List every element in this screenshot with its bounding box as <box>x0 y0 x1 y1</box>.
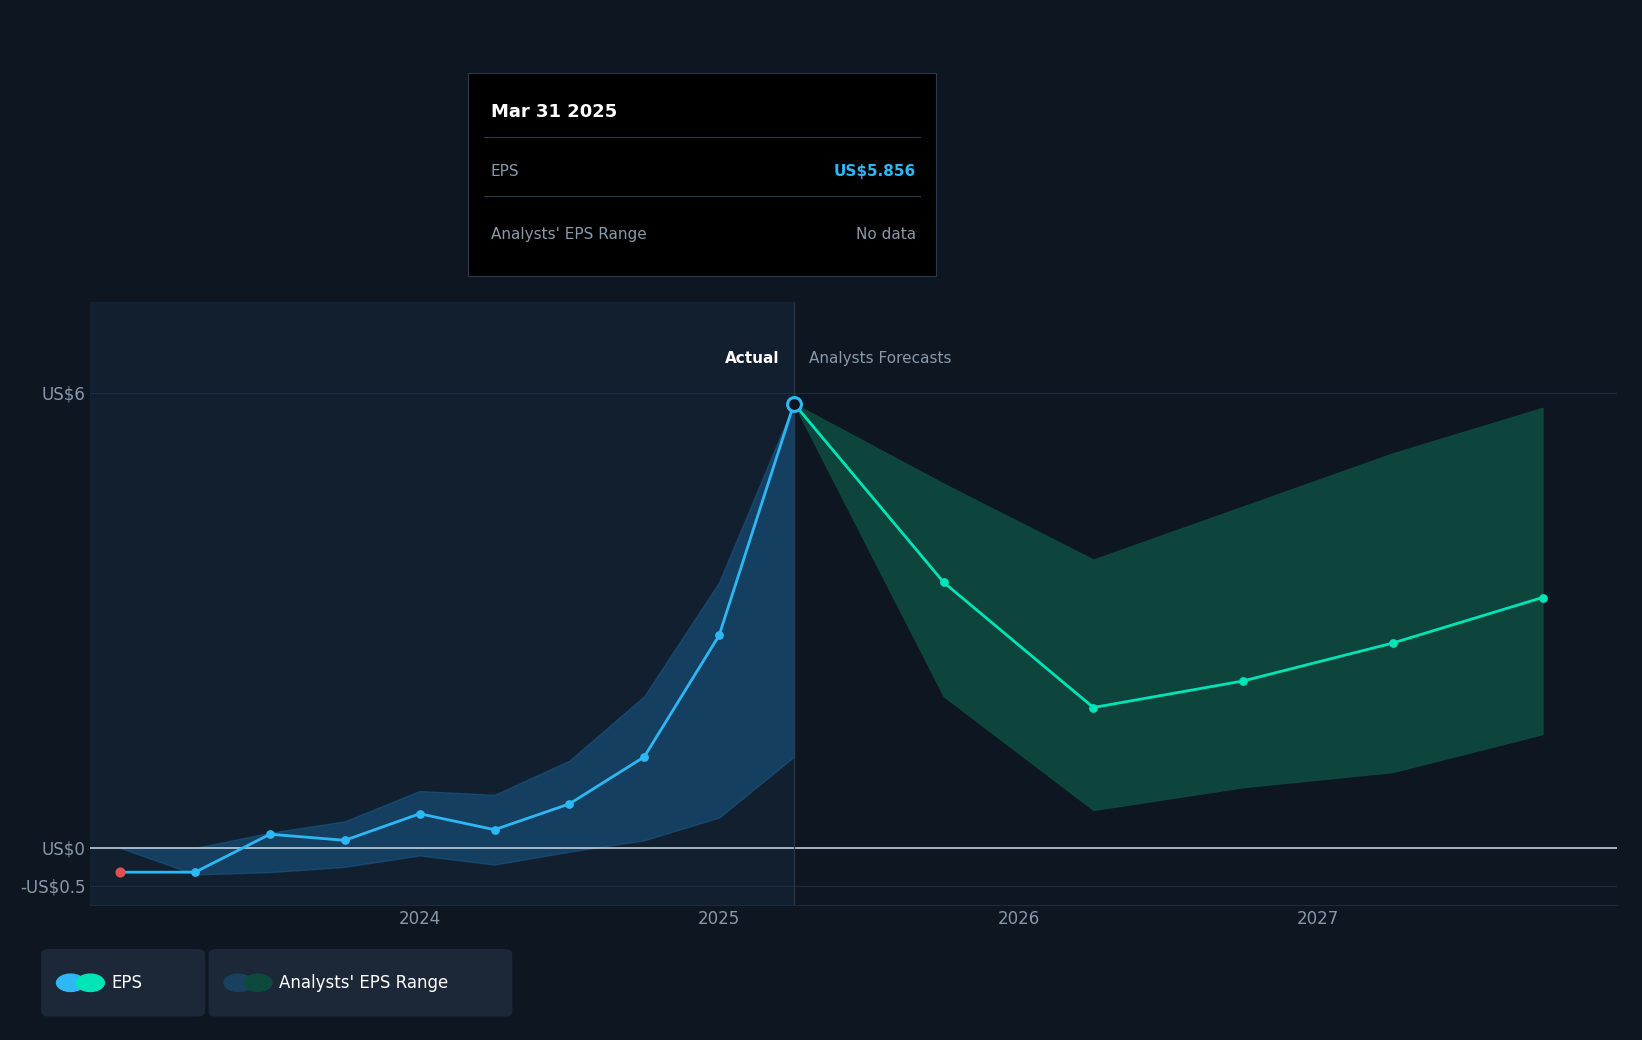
Point <box>557 796 583 812</box>
Text: US$5.856: US$5.856 <box>834 164 916 179</box>
Point <box>107 864 133 881</box>
Point <box>1080 699 1107 716</box>
Text: Mar 31 2025: Mar 31 2025 <box>491 103 617 122</box>
Text: EPS: EPS <box>112 973 143 992</box>
Point <box>182 864 209 881</box>
Point <box>631 749 657 765</box>
Point <box>706 627 732 644</box>
Point <box>931 574 957 591</box>
Text: No data: No data <box>855 227 916 241</box>
Text: Analysts' EPS Range: Analysts' EPS Range <box>279 973 448 992</box>
Point <box>782 395 808 412</box>
Text: EPS: EPS <box>491 164 519 179</box>
Text: Actual: Actual <box>724 352 778 366</box>
Bar <box>90 302 795 905</box>
Point <box>1230 673 1256 690</box>
Text: Analysts Forecasts: Analysts Forecasts <box>810 352 951 366</box>
Point <box>256 826 282 842</box>
Point <box>1529 590 1555 606</box>
Point <box>1379 634 1406 651</box>
Point <box>782 395 808 412</box>
Point <box>332 832 358 849</box>
Text: Analysts' EPS Range: Analysts' EPS Range <box>491 227 647 241</box>
Point <box>407 805 433 822</box>
Point <box>481 822 507 838</box>
